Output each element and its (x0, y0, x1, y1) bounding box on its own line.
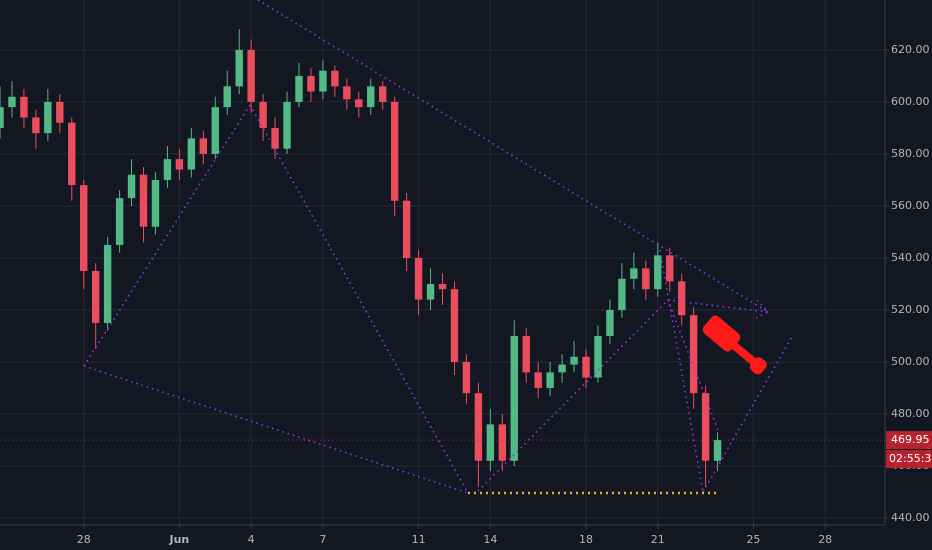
candle-body (343, 86, 351, 100)
candle-body (68, 122, 76, 186)
candle-body (534, 372, 542, 388)
trendline (659, 249, 704, 493)
x-tick-label: 28 (818, 533, 832, 546)
candle-body (56, 101, 64, 123)
candle-body (295, 75, 303, 102)
y-tick-label: 520.00 (891, 303, 930, 316)
candle-body (390, 101, 399, 201)
candle-body (115, 198, 124, 245)
last-price-box (886, 431, 932, 450)
candle-body (582, 356, 590, 378)
candle-body (630, 268, 638, 279)
candle-body (402, 200, 411, 258)
candle-body (151, 179, 160, 227)
candle-body (91, 270, 100, 323)
candle-body (426, 283, 435, 300)
candle-body (307, 75, 315, 92)
candle-body (450, 289, 459, 362)
x-tick-label: 21 (651, 533, 665, 546)
y-tick-label: 480.00 (891, 407, 930, 420)
countdown-box (886, 450, 932, 469)
x-tick-label: 14 (483, 533, 497, 546)
candle-body (44, 101, 52, 134)
candle-body (594, 335, 602, 378)
y-tick-label: 600.00 (891, 95, 930, 108)
axes: 440.00460.00480.00500.00520.00540.00560.… (77, 43, 930, 546)
candle-body (546, 372, 554, 388)
candle-body (701, 393, 710, 461)
x-tick-label: 25 (746, 533, 760, 546)
candle-body (247, 49, 255, 102)
countdown-label: 02:55:35 (889, 452, 932, 465)
candle-body (570, 356, 578, 365)
hammer-icon (702, 315, 767, 375)
candles (0, 29, 722, 487)
candle-body (259, 101, 267, 128)
candle-body (606, 309, 614, 336)
y-tick-label: 620.00 (891, 43, 930, 56)
y-tick-label: 580.00 (891, 147, 930, 160)
candle-body (486, 424, 495, 461)
x-tick-label: Jun (169, 533, 190, 546)
arrow (755, 311, 769, 319)
candle-body (223, 86, 231, 108)
candle-body (80, 185, 88, 271)
candle-body (510, 335, 518, 461)
drawings (83, 0, 794, 495)
x-tick-label: 18 (579, 533, 593, 546)
trendline (83, 365, 469, 494)
candle-body (618, 278, 626, 310)
candle-body (666, 255, 674, 282)
candle-body (498, 424, 507, 461)
candle-body (32, 117, 40, 134)
x-tick-label: 7 (319, 533, 326, 546)
x-tick-label: 4 (248, 533, 255, 546)
candle-body (474, 393, 483, 461)
candle-body (103, 244, 112, 323)
price-tag: 469.95 02:55:35 (0, 431, 932, 469)
candle-body (20, 96, 28, 118)
candle-body (689, 315, 698, 394)
candle-body (522, 335, 530, 373)
candle-body (163, 159, 172, 180)
candle-body (355, 99, 363, 108)
candle-body (211, 107, 219, 154)
candle-body (319, 70, 327, 92)
candle-body (175, 159, 184, 170)
trendline (477, 299, 669, 492)
trendline (667, 299, 719, 431)
candle-body (378, 86, 387, 102)
candle-body (713, 440, 722, 461)
y-tick-label: 500.00 (891, 355, 930, 368)
y-tick-label: 440.00 (891, 511, 930, 524)
trendline (667, 299, 769, 313)
candle-body (127, 174, 136, 199)
candle-body (462, 361, 471, 394)
candle-body (558, 364, 566, 373)
candle-body (331, 70, 339, 87)
last-price-label: 469.95 (891, 433, 930, 446)
candle-body (654, 255, 662, 290)
trendline (257, 0, 769, 313)
candle-body (283, 101, 291, 149)
candle-body (187, 138, 196, 170)
candle-body (0, 107, 4, 128)
candle-body (677, 281, 686, 316)
candle-body (139, 174, 148, 227)
candle-body (8, 96, 16, 108)
trendline (83, 104, 251, 367)
candle-body (414, 257, 423, 300)
candle-body (367, 86, 375, 108)
candle-body (438, 283, 447, 290)
y-tick-label: 540.00 (891, 251, 930, 264)
x-tick-label: 28 (77, 533, 91, 546)
candle-body (199, 138, 208, 154)
x-tick-label: 11 (412, 533, 426, 546)
candle-body (642, 268, 650, 290)
candle-body (271, 127, 279, 149)
candle-body (235, 49, 243, 87)
y-tick-label: 560.00 (891, 199, 930, 212)
